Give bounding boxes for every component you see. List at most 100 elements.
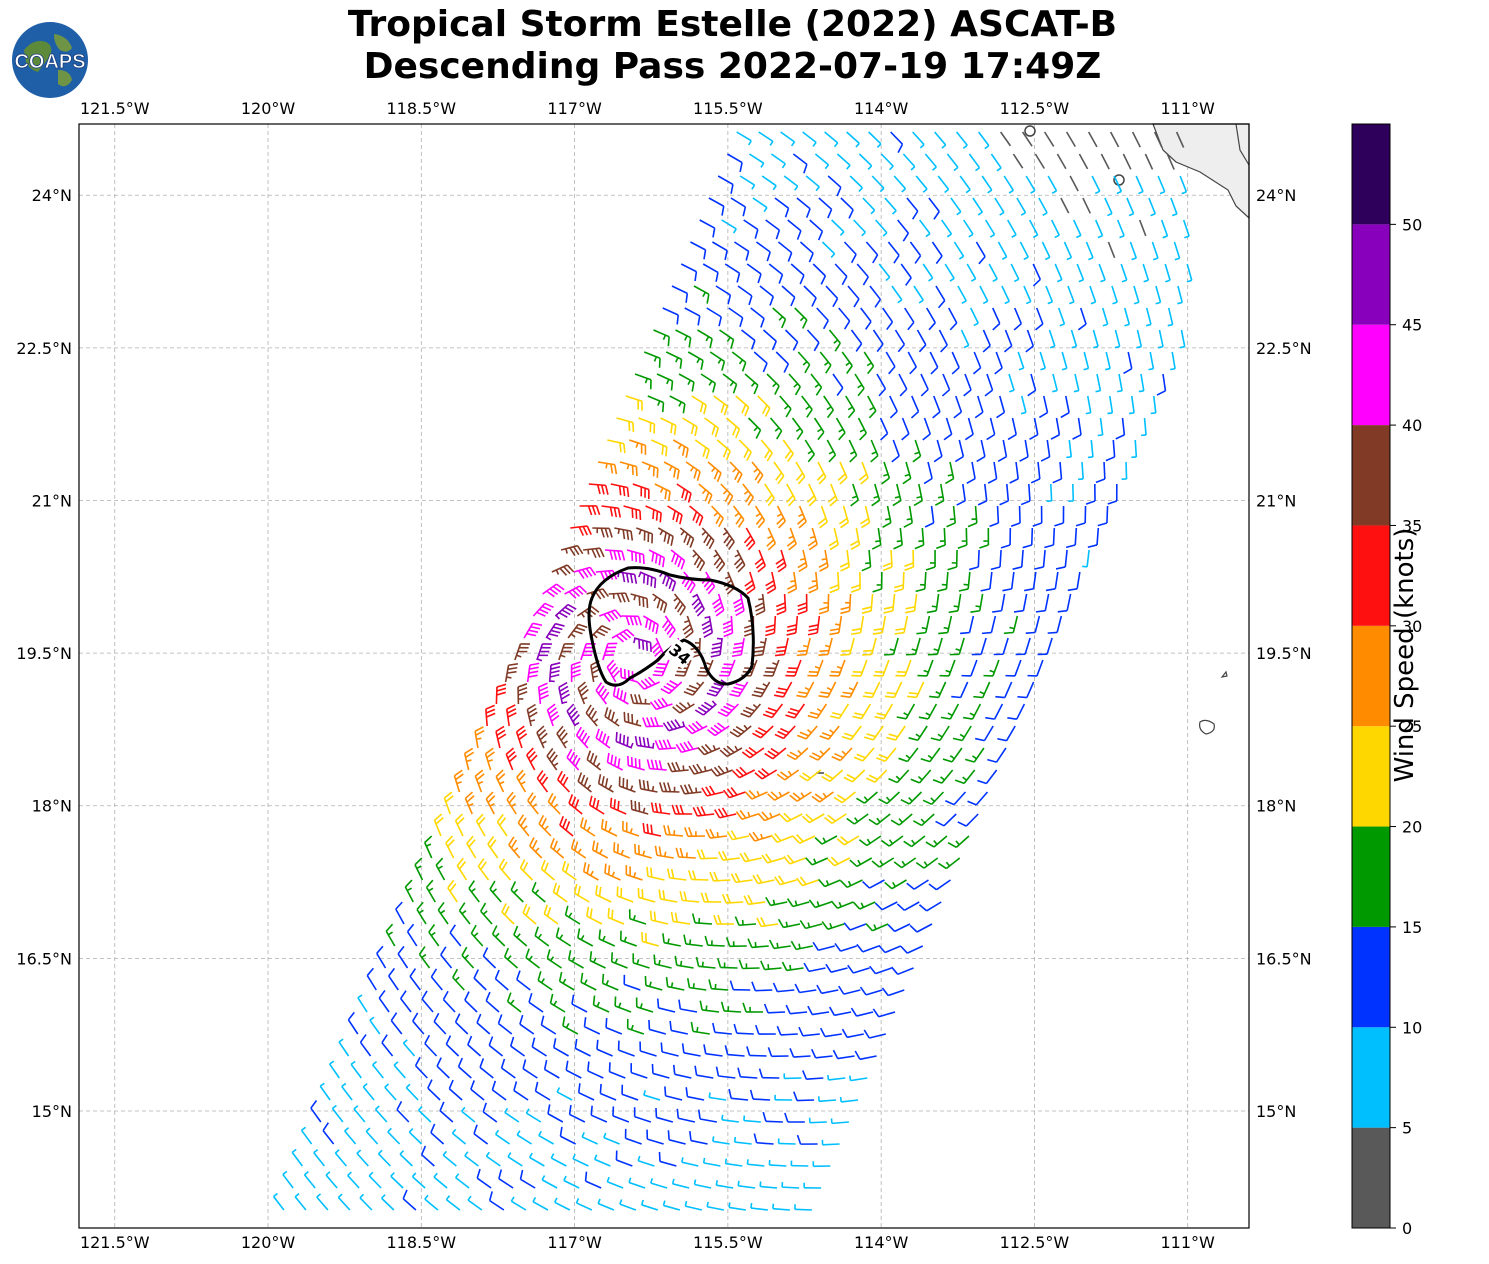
wind-barb (782, 439, 794, 462)
wind-barb (671, 285, 689, 303)
wind-barb (864, 725, 884, 741)
wind-barb (1065, 131, 1076, 148)
wind-barb (847, 964, 870, 974)
wind-barb (802, 131, 817, 147)
wind-barb (488, 1036, 504, 1057)
wind-barb (414, 857, 424, 881)
wind-barb (1025, 175, 1036, 194)
wind-barb (508, 836, 521, 859)
wind-barb (912, 439, 922, 463)
wind-barb (433, 1012, 447, 1035)
wind-barb (393, 1061, 406, 1079)
wind-barb (958, 571, 971, 592)
wind-barb (651, 1063, 670, 1079)
wind-barb (729, 461, 743, 483)
lon-tick-label-top: 114°W (854, 99, 909, 118)
wind-barb (536, 643, 552, 662)
colorbar-tick-label: 45 (1402, 316, 1422, 335)
wind-barb (672, 439, 689, 458)
wind-barb (1047, 615, 1063, 634)
colorbar-segment (1352, 525, 1390, 626)
wind-barb (1135, 175, 1144, 195)
wind-barb (935, 813, 957, 827)
wind-barb (517, 814, 530, 837)
wind-barb (586, 750, 602, 771)
wind-barb (613, 842, 631, 859)
wind-barb (1170, 351, 1176, 371)
wind-barb (754, 549, 766, 573)
wind-barb (849, 175, 863, 192)
wind-barb (687, 351, 704, 370)
lat-tick-label-right: 19.5°N (1256, 644, 1312, 663)
wind-barb (787, 219, 802, 240)
wind-barb (862, 197, 876, 215)
wind-barb (406, 923, 418, 947)
wind-barb (984, 219, 996, 238)
wind-barb (501, 903, 515, 925)
lat-tick-label-left: 24°N (32, 186, 72, 205)
wind-barb (821, 921, 845, 931)
wind-barb (638, 417, 656, 434)
wind-barb (871, 857, 895, 868)
wind-barb (482, 947, 497, 969)
wind-barb (525, 948, 541, 969)
wind-barb (875, 219, 888, 237)
wind-barb (1038, 197, 1048, 217)
wind-barb (949, 637, 965, 656)
wind-barb (359, 1193, 373, 1211)
wind-barb (596, 1039, 613, 1057)
wind-barb (528, 1152, 545, 1167)
wind-barb (953, 241, 965, 260)
wind-barb (987, 461, 998, 484)
wind-barb (744, 373, 759, 395)
wind-barb (1087, 131, 1098, 148)
wind-barb (573, 883, 590, 903)
wind-barb (735, 809, 759, 821)
wind-barb (772, 982, 795, 993)
wind-barb (564, 905, 581, 925)
lon-tick-label-bottom: 111°W (1161, 1233, 1216, 1252)
wind-barb (791, 417, 804, 440)
wind-barb (972, 197, 984, 216)
wind-barb (476, 1013, 491, 1035)
wind-barb (858, 153, 873, 170)
wind-barb (838, 307, 851, 330)
wind-barb (749, 1089, 771, 1101)
wind-barb (848, 439, 858, 463)
wind-barb (377, 1149, 391, 1167)
wind-barb (850, 483, 860, 507)
wind-barb (795, 876, 819, 887)
wind-barb (802, 1070, 824, 1080)
wind-barb (712, 1136, 730, 1145)
wind-barb (632, 953, 650, 969)
wind-barb (1030, 461, 1041, 484)
wind-barb (436, 1057, 450, 1079)
lat-tick-label-right: 15°N (1256, 1102, 1296, 1121)
wind-barb (513, 925, 528, 947)
wind-barb (587, 1061, 604, 1079)
wind-barb (882, 505, 892, 529)
wind-barb (752, 197, 768, 213)
wind-barb (640, 1199, 659, 1211)
wind-barb (506, 992, 522, 1013)
wind-barb (1148, 351, 1155, 371)
wind-barb (1034, 153, 1045, 169)
wind-barb (783, 854, 806, 865)
wind-barb (522, 1059, 538, 1079)
wind-barb (1073, 373, 1080, 393)
wind-barb (983, 659, 1000, 677)
wind-barb (874, 703, 894, 720)
wind-barb (762, 1111, 783, 1123)
wind-barb (546, 703, 560, 727)
wind-barb (887, 241, 900, 264)
wind-barb (328, 1060, 340, 1079)
lat-tick-label-right: 22.5°N (1256, 339, 1312, 358)
wind-barb (616, 886, 634, 903)
wind-barb (831, 747, 853, 762)
wind-barb (888, 769, 910, 784)
wind-barb (388, 967, 399, 991)
wind-barb (691, 395, 707, 415)
wind-barb (683, 681, 705, 696)
wind-barb (1076, 263, 1085, 283)
